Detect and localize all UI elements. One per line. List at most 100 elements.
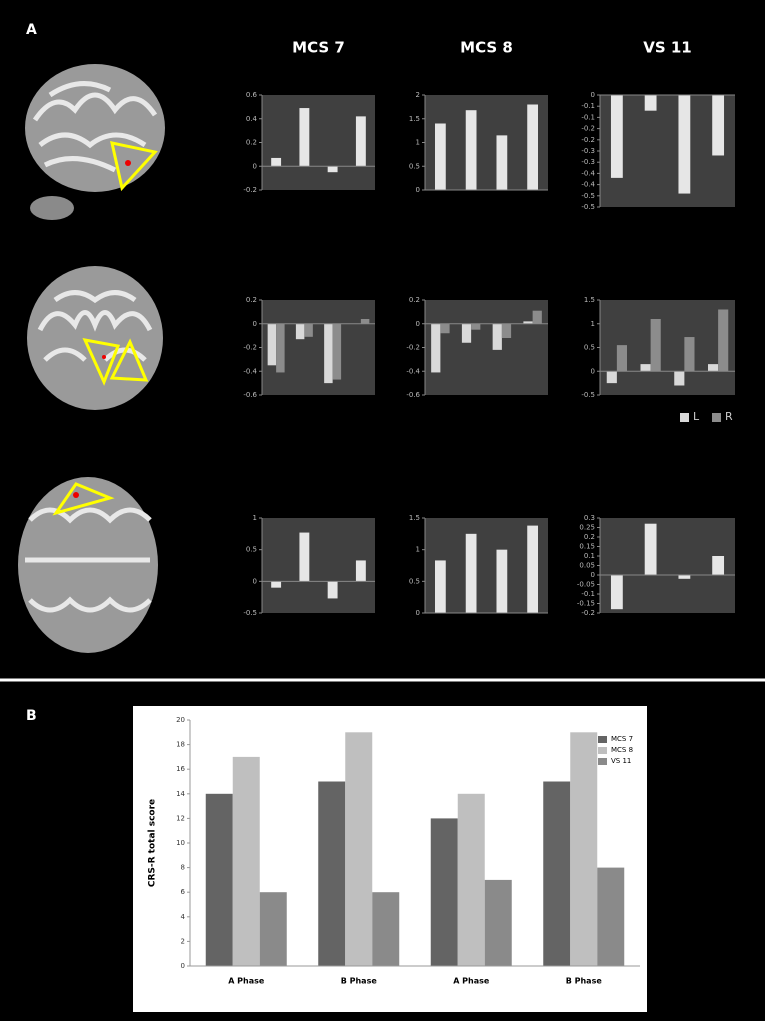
bar: [431, 323, 441, 373]
y-tick-label: -0.2: [243, 344, 257, 352]
bar: [355, 116, 366, 167]
y-tick-label: 0: [253, 162, 257, 170]
y-tick-label: 0.4: [246, 115, 258, 123]
y-tick-label: 0.15: [579, 543, 595, 551]
y-tick-label: 2: [181, 937, 185, 945]
bar: [434, 560, 446, 613]
bar: [616, 345, 627, 372]
bar: [327, 166, 338, 173]
y-tick-label: -0.6: [243, 391, 257, 399]
bar: [372, 892, 400, 966]
bar: [712, 95, 725, 156]
y-tick-label: -0.6: [406, 391, 420, 399]
y-tick-label: -0.1: [581, 113, 595, 121]
y-tick-label: 0.5: [409, 162, 420, 170]
bar: [678, 95, 691, 194]
bar: [718, 309, 729, 372]
bar: [430, 818, 458, 966]
bar: [295, 323, 305, 340]
x-tick-label: A Phase: [453, 977, 490, 986]
y-tick-label: 10: [176, 839, 185, 847]
bar: [674, 371, 685, 386]
bar: [259, 892, 287, 966]
legend-swatch: [680, 413, 689, 422]
y-axis-label: CRS-R total score: [148, 799, 158, 887]
legend-label: R: [725, 410, 733, 423]
bar: [360, 319, 370, 324]
column-title: MCS 7: [292, 39, 345, 57]
bar: [492, 323, 502, 350]
bar: [597, 867, 625, 966]
bar: [440, 323, 450, 334]
bar: [232, 756, 260, 966]
y-tick-label: 6: [181, 888, 186, 896]
legend-label: MCS 7: [611, 735, 633, 743]
bar: [610, 95, 623, 178]
y-tick-label: 1.5: [584, 296, 595, 304]
bar: [457, 793, 485, 966]
y-tick-label: -0.5: [243, 609, 257, 617]
plot-area: [425, 300, 548, 395]
y-tick-label: 4: [181, 913, 186, 921]
bar: [527, 525, 539, 613]
bar: [640, 364, 651, 372]
x-tick-label: A Phase: [228, 977, 265, 986]
y-tick-label: -0.5: [581, 391, 595, 399]
bar: [205, 793, 233, 966]
y-tick-label: 16: [176, 765, 185, 773]
y-tick-label: 1: [591, 320, 595, 328]
bar: [299, 532, 310, 582]
y-tick-label: 0: [416, 186, 420, 194]
y-tick-label: 0.2: [409, 296, 420, 304]
y-tick-label: -0.4: [243, 367, 257, 375]
brain-coronal: [27, 266, 163, 410]
y-tick-label: -0.1: [581, 102, 595, 110]
y-tick-label: 0: [253, 320, 257, 328]
y-tick-label: 0: [253, 577, 257, 585]
bar: [327, 581, 338, 599]
legend-label: VS 11: [611, 757, 631, 765]
y-tick-label: -0.5: [581, 203, 595, 211]
y-tick-label: 0: [416, 609, 420, 617]
bar: [318, 781, 346, 966]
bar: [271, 157, 282, 167]
bar: [523, 321, 533, 324]
y-tick-label: -0.4: [406, 367, 420, 375]
y-tick-label: -0.2: [581, 125, 595, 133]
bar: [304, 323, 313, 337]
y-tick-label: -0.05: [577, 581, 595, 589]
y-tick-label: 0: [591, 367, 595, 375]
y-tick-label: 0: [591, 91, 595, 99]
x-tick-label: B Phase: [341, 977, 378, 986]
y-tick-label: 0.2: [246, 296, 257, 304]
bar: [650, 319, 661, 372]
bar: [501, 323, 512, 338]
bar: [543, 781, 571, 966]
bar: [276, 323, 285, 373]
y-tick-label: 0.05: [579, 562, 595, 570]
bar: [527, 104, 539, 190]
bar: [644, 523, 657, 575]
bar: [355, 560, 366, 582]
y-tick-label: -0.1: [581, 590, 595, 598]
y-tick-label: 0.1: [584, 552, 595, 560]
y-tick-label: 0.5: [246, 546, 257, 554]
y-tick-label: -0.2: [406, 344, 420, 352]
column-title: VS 11: [643, 39, 692, 57]
y-tick-label: 0: [591, 571, 595, 579]
y-tick-label: -0.4: [581, 181, 595, 189]
brain-sagittal: [25, 64, 165, 220]
bar: [461, 323, 472, 343]
bar: [465, 110, 477, 190]
legend-label: L: [693, 410, 700, 423]
y-tick-label: 1.5: [409, 514, 420, 522]
bar: [606, 371, 617, 384]
bar: [471, 323, 481, 330]
y-tick-label: -0.3: [581, 147, 595, 155]
y-tick-label: 1.5: [409, 115, 420, 123]
bar: [324, 323, 333, 384]
y-tick-label: 1: [416, 546, 420, 554]
y-tick-label: 1: [416, 139, 420, 147]
y-tick-label: 0.6: [246, 91, 258, 99]
